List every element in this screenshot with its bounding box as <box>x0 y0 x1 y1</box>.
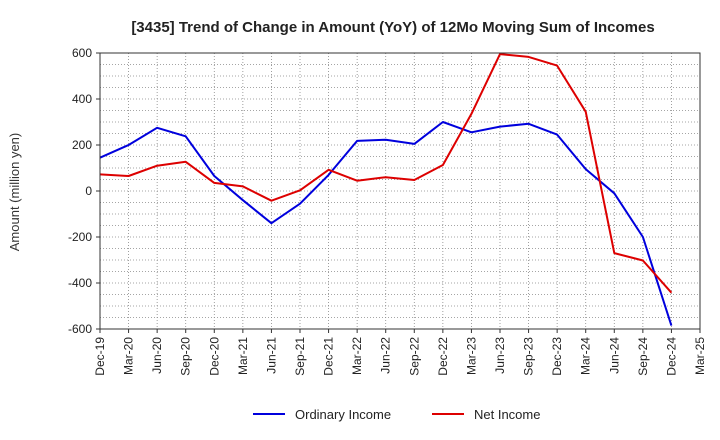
x-tick-label: Jun-20 <box>150 337 164 374</box>
y-tick-label: 200 <box>72 138 92 152</box>
x-tick-label: Dec-21 <box>322 337 336 376</box>
x-tick-label: Dec-19 <box>93 337 107 376</box>
y-tick-label: 600 <box>72 46 92 60</box>
grid <box>99 52 701 330</box>
x-tick-label: Mar-23 <box>464 337 478 375</box>
x-tick-label: Dec-20 <box>207 337 221 376</box>
x-tick-label: Dec-22 <box>436 337 450 376</box>
x-ticks: Dec-19 Mar-20 Jun-20 Sep-20 Dec-20 Mar-21 Jun-… <box>93 329 707 376</box>
y-tick-label: 0 <box>85 184 92 198</box>
y-axis-label: Amount (million yen) <box>7 133 22 252</box>
y-tick-label: 400 <box>72 92 92 106</box>
legend-label-net-income: Net Income <box>474 407 540 422</box>
x-tick-label: Sep-21 <box>293 337 307 376</box>
x-tick-label: Dec-23 <box>550 337 564 376</box>
x-tick-label: Sep-24 <box>636 337 650 376</box>
y-tick-label: -400 <box>68 276 92 290</box>
x-tick-label: Sep-22 <box>407 337 421 376</box>
y-tick-label: -600 <box>68 322 92 336</box>
x-tick-label: Jun-21 <box>264 337 278 374</box>
x-tick-label: Sep-20 <box>179 337 193 376</box>
x-tick-label: Mar-22 <box>350 337 364 375</box>
y-tick-label: -200 <box>68 230 92 244</box>
x-tick-label: Mar-25 <box>693 337 707 375</box>
x-tick-label: Jun-23 <box>493 337 507 374</box>
x-tick-label: Jun-24 <box>607 337 621 374</box>
legend: Ordinary Income Net Income <box>253 407 540 422</box>
y-ticks: -600 -400 -200 0 200 400 600 <box>68 46 100 336</box>
x-tick-label: Jun-22 <box>379 337 393 374</box>
x-tick-label: Mar-21 <box>236 337 250 375</box>
series-lines <box>99 53 673 326</box>
x-tick-label: Dec-24 <box>664 337 678 376</box>
x-tick-label: Sep-23 <box>522 337 536 376</box>
plot-frame <box>99 52 701 330</box>
x-tick-label: Mar-24 <box>579 337 593 375</box>
chart-title: [3435] Trend of Change in Amount (YoY) o… <box>131 19 654 36</box>
x-tick-label: Mar-20 <box>122 337 136 375</box>
legend-label-ordinary-income: Ordinary Income <box>295 407 391 422</box>
